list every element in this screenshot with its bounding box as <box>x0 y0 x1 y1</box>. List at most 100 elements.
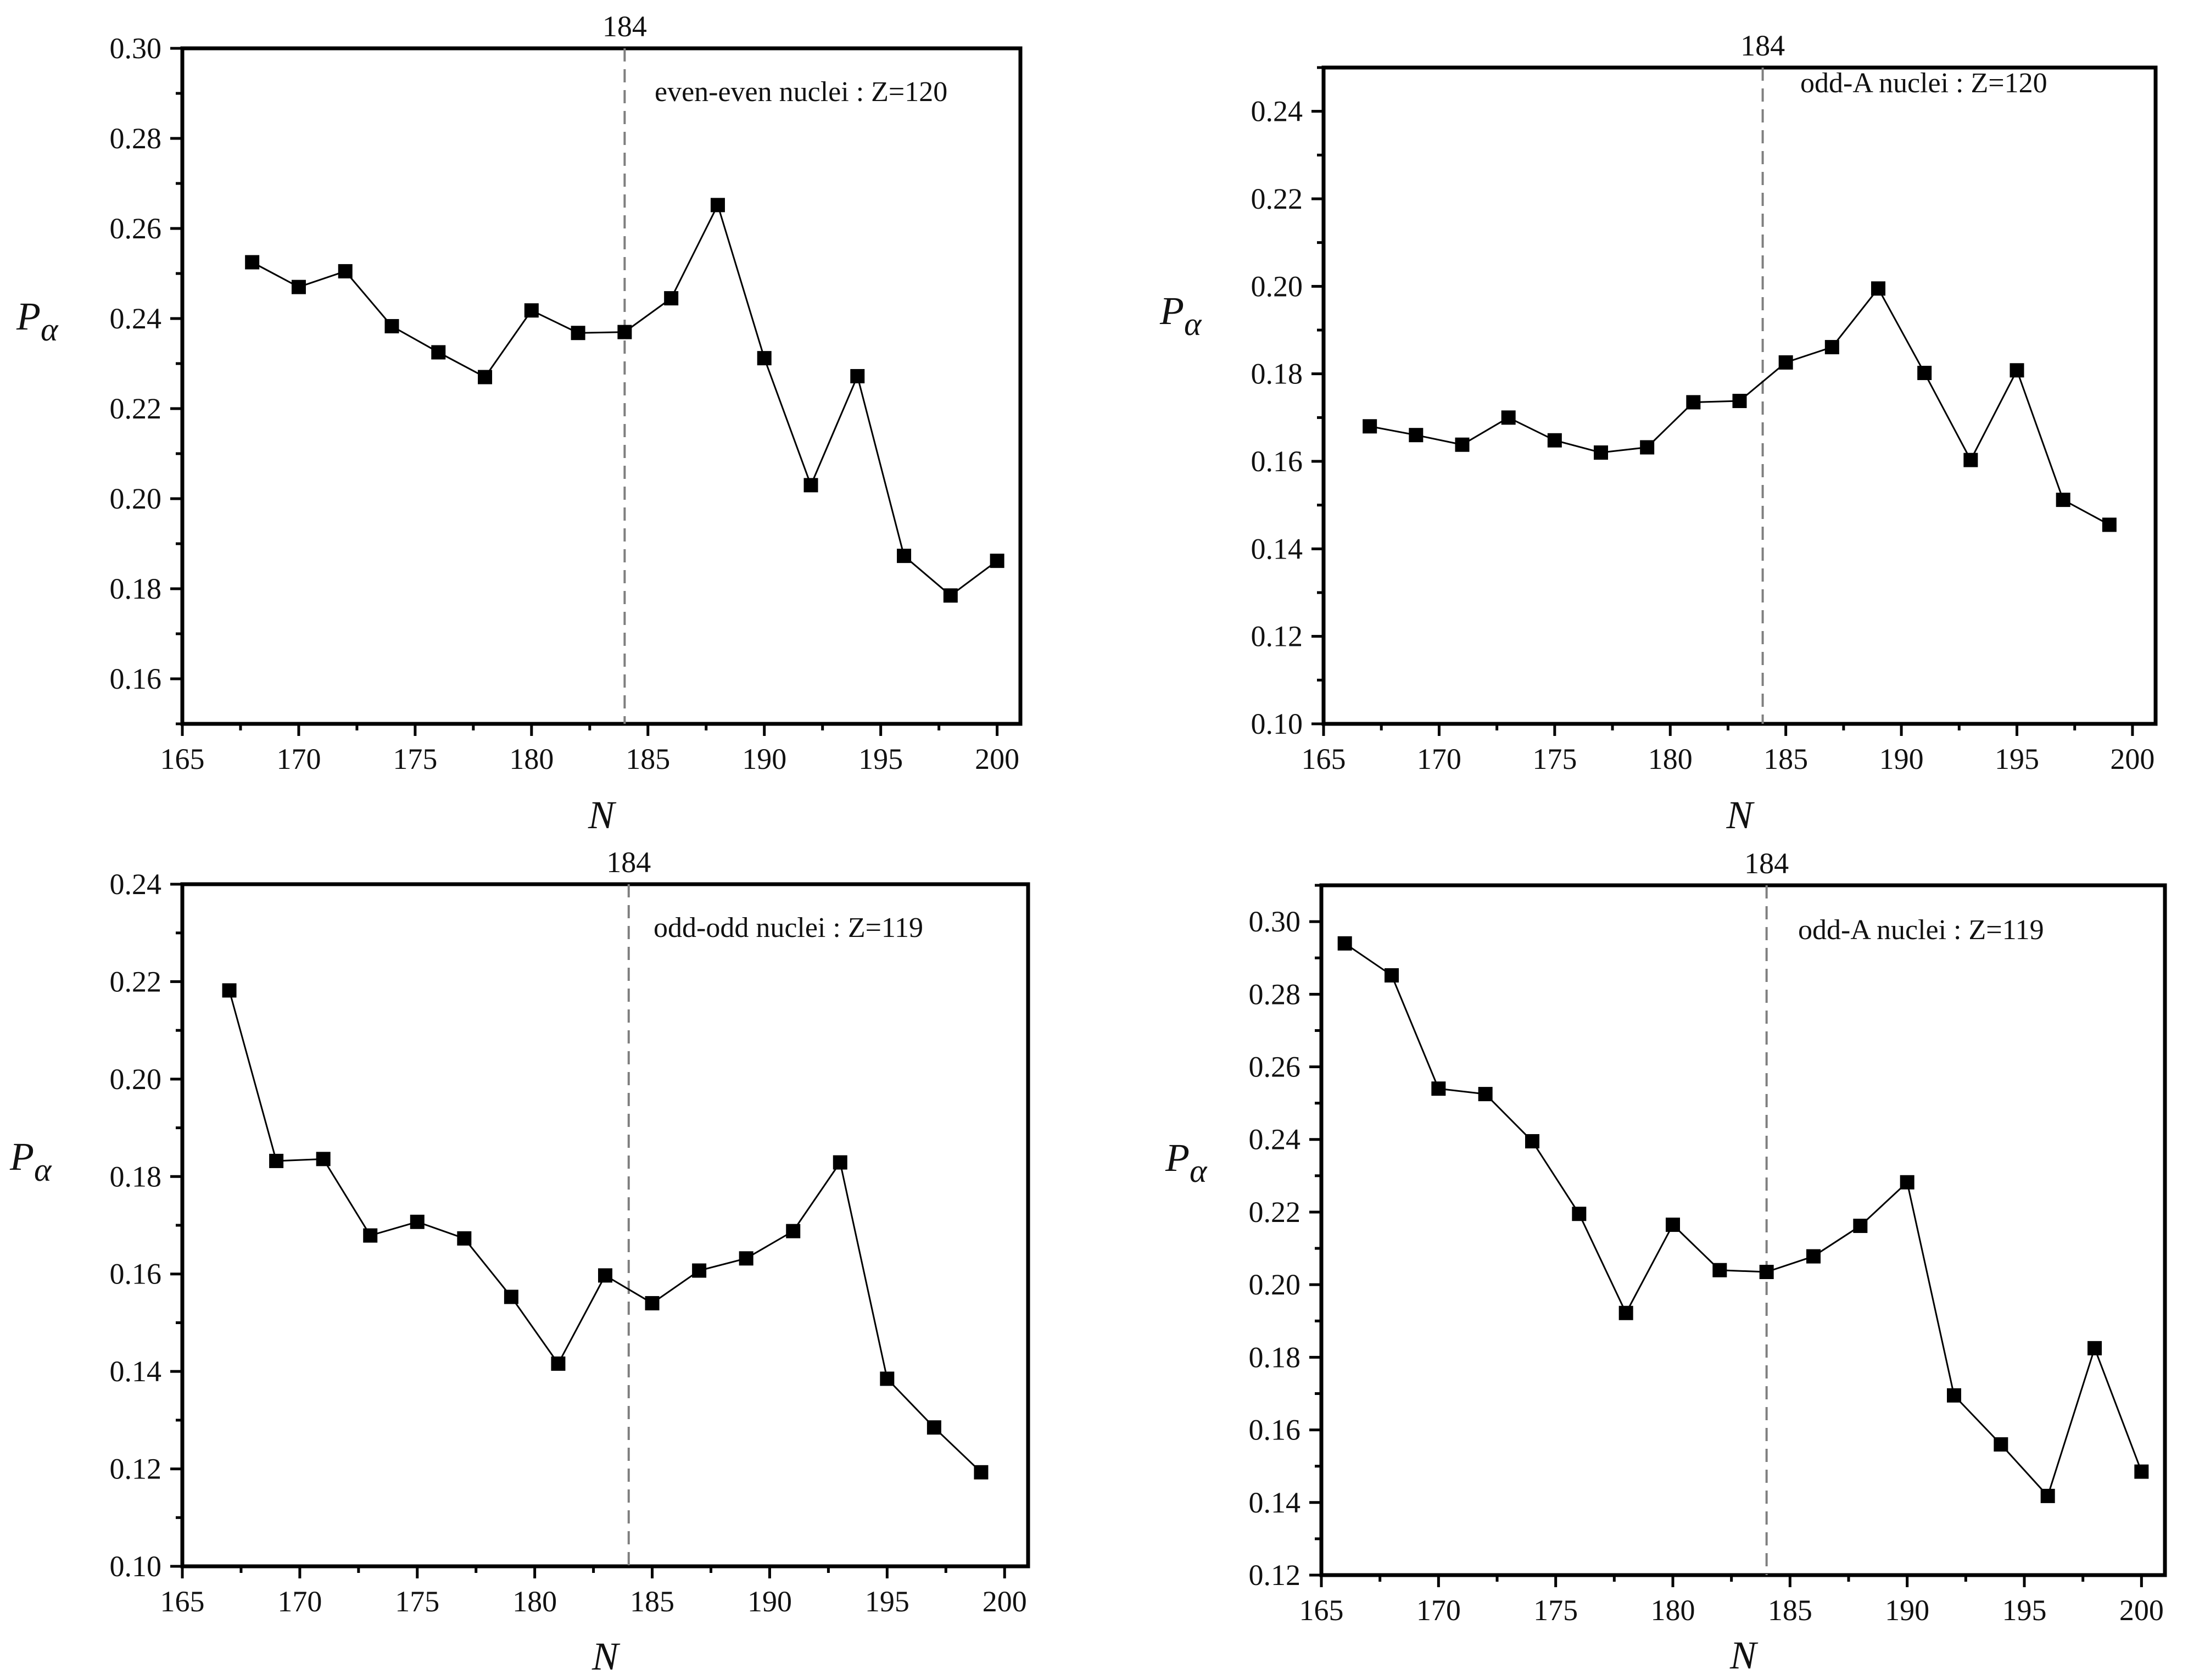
y-tick-label: 0.24 <box>1251 95 1303 128</box>
data-point <box>1732 394 1747 409</box>
plot-frame <box>180 882 1030 1569</box>
data-point <box>1525 1134 1539 1149</box>
data-point <box>739 1251 753 1266</box>
data-point <box>1547 433 1562 448</box>
data-point <box>291 280 306 294</box>
x-tick-label: 165 <box>160 1585 205 1618</box>
x-tick-label: 180 <box>1651 1594 1695 1627</box>
x-tick-label: 165 <box>160 743 205 775</box>
data-point <box>710 198 725 213</box>
data-point <box>645 1296 660 1310</box>
data-point <box>880 1371 895 1386</box>
y-tick-label: 0.20 <box>110 482 162 515</box>
y-axis-title: Pα <box>9 1135 52 1188</box>
data-point <box>786 1224 801 1238</box>
plot-frame <box>1321 65 2158 726</box>
y-tick-label: 0.22 <box>110 965 162 998</box>
data-point <box>1640 440 1655 455</box>
y-tick-label: 0.24 <box>110 868 162 901</box>
data-point <box>1712 1263 1727 1277</box>
x-tick-label: 200 <box>983 1585 1027 1618</box>
x-tick-label: 180 <box>509 743 554 775</box>
data-point <box>1455 437 1470 452</box>
x-tick-label: 180 <box>1648 743 1693 775</box>
panel-z119-odd-odd: 165 170 175 180 185 190 195 200 0.10 0.12 0.14 0.16… <box>9 846 1030 1678</box>
x-tick-label: 170 <box>276 743 321 775</box>
panel-annotation: odd-A nuclei : Z=120 <box>1800 68 2047 99</box>
y-tick-label: 0.20 <box>1249 1268 1301 1301</box>
y-tick-label: 0.18 <box>110 1160 162 1193</box>
data-point <box>1963 453 1978 467</box>
data-point <box>926 1420 941 1435</box>
data-point <box>410 1214 425 1229</box>
data-point <box>478 370 493 384</box>
x-tick-label: 190 <box>742 743 786 775</box>
data-point <box>524 303 539 318</box>
data-point <box>2134 1464 2149 1479</box>
data-point <box>974 1465 989 1480</box>
y-tick-label: 0.16 <box>1251 445 1303 478</box>
x-tick-label: 195 <box>1995 743 2039 775</box>
data-point <box>222 983 237 998</box>
y-tick-label: 0.18 <box>110 572 162 605</box>
y-tick-label: 0.26 <box>1249 1051 1301 1084</box>
x-tick-label: 185 <box>630 1585 674 1618</box>
x-tick-label: 195 <box>2002 1594 2047 1627</box>
y-tick-label: 0.16 <box>110 662 162 695</box>
data-point <box>338 264 353 278</box>
data-point <box>617 325 632 339</box>
y-tick-label: 0.22 <box>1251 182 1303 215</box>
data-point <box>1778 355 1793 370</box>
x-tick-label: 185 <box>1763 743 1808 775</box>
y-tick-label: 0.24 <box>1249 1123 1301 1156</box>
data-point <box>504 1290 518 1304</box>
data-point <box>1806 1249 1821 1264</box>
y-tick-label: 0.20 <box>1251 270 1303 303</box>
series-line <box>1344 942 2142 1498</box>
x-tick-label: 175 <box>1533 1594 1578 1627</box>
data-point <box>2040 1488 2055 1503</box>
x-tick-label: 185 <box>626 743 670 775</box>
y-axis-title: Pα <box>1165 1136 1208 1189</box>
y-tick-label: 0.16 <box>1249 1414 1301 1447</box>
y-tick-label: 0.10 <box>110 1550 162 1583</box>
data-point <box>943 588 958 603</box>
data-point <box>897 549 912 563</box>
data-point <box>803 478 818 493</box>
reference-line-label: 184 <box>1740 29 1785 62</box>
x-tick-label: 200 <box>2110 743 2154 775</box>
x-tick-label: 200 <box>975 743 1019 775</box>
x-axis-title: N <box>1726 793 1755 837</box>
data-point <box>2056 493 2070 507</box>
data-point <box>664 291 679 306</box>
data-point <box>1337 936 1352 951</box>
data-point <box>1666 1218 1680 1232</box>
x-tick-label: 175 <box>393 743 437 775</box>
y-tick-label: 0.22 <box>1249 1196 1301 1229</box>
y-tick-label: 0.26 <box>110 212 162 245</box>
data-point <box>1363 419 1377 434</box>
x-tick-label: 185 <box>1768 1594 1812 1627</box>
data-point <box>1431 1081 1446 1096</box>
data-point <box>269 1153 284 1168</box>
data-point <box>1917 366 1932 381</box>
data-point <box>1947 1388 1961 1403</box>
y-tick-label: 0.14 <box>1251 532 1303 565</box>
y-tick-label: 0.30 <box>1249 905 1301 938</box>
data-point <box>2087 1341 2102 1355</box>
x-axis-title: N <box>588 793 617 837</box>
panel-annotation: odd-odd nuclei : Z=119 <box>654 912 923 944</box>
x-tick-label: 175 <box>395 1585 439 1618</box>
data-point <box>1478 1087 1493 1102</box>
data-point <box>1686 395 1701 410</box>
x-tick-label: 200 <box>2119 1594 2164 1627</box>
data-point <box>363 1228 378 1243</box>
data-point <box>1501 410 1516 425</box>
data-point <box>833 1155 847 1170</box>
series-line <box>228 990 982 1473</box>
data-point <box>384 319 399 333</box>
data-point <box>1853 1219 1868 1234</box>
x-tick-label: 170 <box>1417 743 1461 775</box>
data-point <box>2010 363 2024 378</box>
x-tick-label: 165 <box>1299 1594 1344 1627</box>
